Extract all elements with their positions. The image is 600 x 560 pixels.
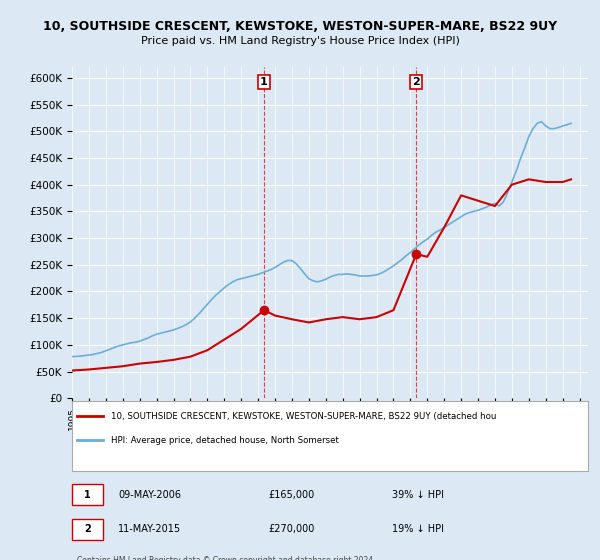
Text: Contains HM Land Registry data © Crown copyright and database right 2024.
This d: Contains HM Land Registry data © Crown c…: [77, 556, 376, 560]
Text: 2: 2: [412, 77, 420, 87]
Text: 11-MAY-2015: 11-MAY-2015: [118, 524, 182, 534]
Text: 10, SOUTHSIDE CRESCENT, KEWSTOKE, WESTON-SUPER-MARE, BS22 9UY (detached hou: 10, SOUTHSIDE CRESCENT, KEWSTOKE, WESTON…: [110, 412, 496, 421]
Text: HPI: Average price, detached house, North Somerset: HPI: Average price, detached house, Nort…: [110, 436, 338, 445]
Text: 1: 1: [84, 489, 91, 500]
FancyBboxPatch shape: [72, 519, 103, 540]
Text: 39% ↓ HPI: 39% ↓ HPI: [392, 489, 444, 500]
Text: £165,000: £165,000: [268, 489, 314, 500]
Text: 1: 1: [260, 77, 268, 87]
FancyBboxPatch shape: [72, 484, 103, 505]
Text: 19% ↓ HPI: 19% ↓ HPI: [392, 524, 444, 534]
Text: 2: 2: [84, 524, 91, 534]
Text: Price paid vs. HM Land Registry's House Price Index (HPI): Price paid vs. HM Land Registry's House …: [140, 36, 460, 46]
Text: 09-MAY-2006: 09-MAY-2006: [118, 489, 181, 500]
FancyBboxPatch shape: [72, 402, 588, 470]
Text: 10, SOUTHSIDE CRESCENT, KEWSTOKE, WESTON-SUPER-MARE, BS22 9UY: 10, SOUTHSIDE CRESCENT, KEWSTOKE, WESTON…: [43, 20, 557, 32]
Text: £270,000: £270,000: [268, 524, 314, 534]
